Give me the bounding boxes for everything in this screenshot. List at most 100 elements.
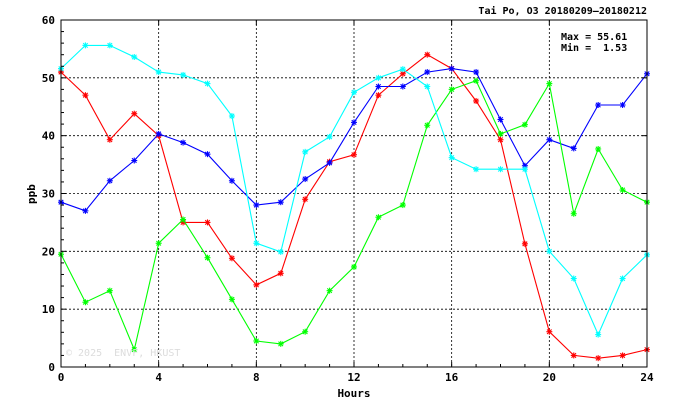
series-group [58,42,650,362]
data-point-1-6 [204,151,211,158]
max-annotation: Max = 55.61 [561,32,627,43]
data-point-1-7 [228,177,235,184]
data-point-2-20 [546,80,553,87]
data-point-3-21 [570,275,577,282]
y-tick-label-4: 40 [42,130,55,143]
data-point-0-15 [424,51,431,58]
data-point-3-17 [473,166,480,173]
data-point-2-2 [106,287,113,294]
data-point-3-11 [326,133,333,140]
data-point-1-11 [326,159,333,166]
data-point-3-16 [448,154,455,161]
data-point-2-4 [155,240,162,247]
y-axis-title: ppb [25,184,38,204]
data-point-3-15 [424,83,431,90]
data-point-1-4 [155,130,162,137]
data-point-3-7 [228,113,235,120]
x-tick-label-2: 8 [253,371,260,384]
data-point-2-6 [204,254,211,261]
data-point-2-17 [473,77,480,84]
data-point-3-6 [204,80,211,87]
y-tick-label-3: 30 [42,188,55,201]
data-point-0-20 [546,328,553,335]
x-axis-title: Hours [337,387,370,400]
x-tick-label-6: 24 [640,371,654,384]
data-point-0-1 [82,92,89,99]
data-point-2-21 [570,210,577,217]
data-point-0-6 [204,219,211,226]
data-point-2-12 [351,263,357,270]
data-point-2-8 [253,337,260,344]
data-point-2-18 [497,130,504,137]
data-point-1-15 [424,69,431,76]
data-point-2-3 [131,346,138,353]
data-point-0-2 [106,136,113,143]
x-tick-label-5: 20 [543,371,556,384]
y-tick-label-6: 60 [42,14,55,27]
watermark: © 2025 ENVF, HKUST [66,348,180,359]
x-tick-label-0: 0 [58,371,65,384]
data-point-2-16 [448,86,455,93]
x-axis-ticks: 0 4 8 12 16 20 24 [58,20,654,384]
data-point-0-23 [619,352,626,359]
data-point-2-11 [326,287,333,294]
data-point-1-8 [253,202,260,209]
data-point-2-7 [228,296,235,303]
y-tick-label-5: 50 [42,72,55,85]
data-point-0-8 [253,281,260,288]
data-point-0-22 [595,355,602,362]
data-point-2-14 [399,202,406,209]
series-1 [58,65,650,214]
data-point-1-17 [473,69,480,76]
y-axis-ticks: 0 10 20 30 40 50 60 [42,14,647,374]
data-point-1-3 [131,157,138,164]
data-point-2-9 [277,340,284,347]
data-point-1-13 [375,83,382,90]
data-point-3-23 [619,275,626,282]
data-point-1-18 [497,116,504,123]
data-point-3-18 [497,166,504,173]
data-point-2-1 [82,299,89,306]
x-tick-label-4: 16 [445,371,459,384]
data-point-1-1 [82,207,89,214]
data-point-0-21 [570,352,577,359]
series-3 [58,42,650,338]
data-point-0-7 [228,255,235,262]
data-point-0-17 [473,97,480,104]
data-point-1-10 [302,176,309,183]
data-point-3-13 [375,74,382,81]
data-point-3-22 [595,331,602,338]
data-point-2-23 [619,187,626,194]
data-point-0-3 [131,110,138,117]
data-point-3-4 [155,69,162,76]
data-point-1-5 [180,139,187,146]
data-point-2-22 [595,145,602,152]
chart-title: Tai Po, O3 20180209—20180212 [478,5,647,17]
data-point-1-12 [351,119,357,126]
grid-lines [61,20,647,367]
data-point-3-19 [521,166,528,173]
data-point-1-9 [277,199,284,206]
data-point-2-19 [521,121,528,128]
data-point-3-20 [546,248,553,255]
data-point-3-8 [253,240,260,247]
data-point-3-1 [82,42,89,49]
data-point-0-9 [277,270,284,277]
data-point-3-10 [302,148,309,155]
data-point-3-3 [131,54,138,61]
data-point-3-14 [399,66,406,73]
data-point-0-10 [302,196,309,203]
series-2 [58,77,650,353]
data-point-3-9 [277,248,284,255]
min-annotation: Min = 1.53 [561,42,627,54]
data-point-1-14 [399,83,406,90]
data-point-1-16 [448,65,455,72]
data-point-1-21 [570,145,577,152]
y-tick-label-0: 0 [48,361,55,374]
data-point-3-5 [180,71,187,78]
data-point-2-13 [375,214,382,221]
x-tick-label-1: 4 [155,371,162,384]
data-point-3-12 [351,89,357,96]
data-point-2-5 [180,216,187,223]
